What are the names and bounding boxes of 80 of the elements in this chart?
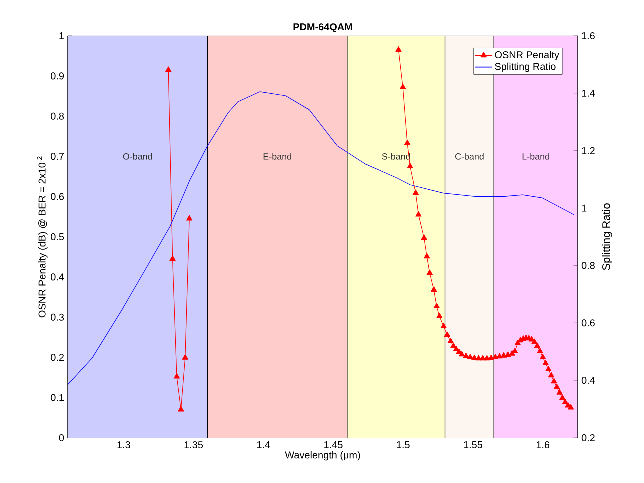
y-tick-label: 0.1 bbox=[51, 394, 64, 402]
point bbox=[532, 338, 538, 344]
point bbox=[400, 84, 406, 90]
y2-tick-label: 1.4 bbox=[582, 90, 596, 97]
x-tick-label: 1.4 bbox=[257, 442, 270, 448]
point bbox=[488, 354, 494, 360]
y-axis-title: OSNR Penalty (dB) @ BER = 2x10$^{-2}$ bbox=[37, 156, 48, 318]
point bbox=[554, 384, 560, 390]
point bbox=[467, 354, 474, 360]
x-tick-label: 1.35 bbox=[184, 442, 204, 449]
line-series bbox=[68, 92, 574, 386]
point bbox=[500, 352, 508, 358]
chart-title: PDM-64QAM bbox=[294, 24, 352, 32]
point bbox=[444, 332, 450, 337]
point bbox=[568, 404, 574, 410]
point bbox=[436, 313, 443, 318]
point bbox=[556, 389, 563, 395]
point bbox=[426, 270, 433, 276]
band-label: C-band bbox=[455, 153, 484, 160]
band-label: E-band bbox=[264, 153, 292, 160]
point bbox=[453, 346, 460, 352]
x-tick-label: 1.45 bbox=[324, 442, 343, 448]
x-tick-label: 1.5 bbox=[397, 442, 410, 448]
x-tick-label: 1.55 bbox=[464, 442, 482, 448]
point bbox=[174, 373, 180, 379]
point bbox=[424, 253, 430, 259]
point bbox=[170, 256, 176, 261]
x-axis-title: Wavelength (μm) bbox=[285, 451, 360, 461]
point bbox=[421, 234, 428, 240]
y2-tick-label: 0.4 bbox=[582, 377, 596, 384]
point bbox=[463, 352, 470, 358]
point bbox=[548, 372, 555, 378]
y2-tick-label: 1.2 bbox=[582, 147, 595, 154]
y2-tick-label: 0.6 bbox=[582, 320, 595, 327]
point bbox=[551, 378, 558, 384]
point bbox=[537, 348, 544, 354]
point bbox=[407, 163, 414, 169]
y-tick-label: 0.6 bbox=[51, 193, 64, 200]
point bbox=[166, 66, 172, 72]
y-tick-label: 0.3 bbox=[51, 314, 64, 321]
point bbox=[404, 140, 411, 146]
y-tick-label: 0.9 bbox=[51, 72, 64, 80]
point bbox=[434, 303, 440, 308]
point bbox=[186, 215, 193, 221]
point bbox=[182, 354, 188, 360]
y-tick-label: 0.7 bbox=[51, 153, 64, 160]
point bbox=[562, 399, 568, 404]
legend-label: OSNR Penalty bbox=[495, 51, 560, 61]
y-tick-label: 0.4 bbox=[51, 274, 64, 281]
point bbox=[472, 354, 478, 360]
y2-axis-title: Splitting Ratio bbox=[602, 204, 612, 270]
point bbox=[416, 211, 422, 217]
point bbox=[412, 190, 419, 196]
y2-tick-label: 1 bbox=[582, 204, 587, 212]
point bbox=[431, 286, 438, 292]
x-tick-label: 1.6 bbox=[536, 442, 550, 449]
point bbox=[560, 394, 566, 400]
y2-tick-label: 0.2 bbox=[582, 434, 595, 442]
y-tick-label: 0 bbox=[59, 434, 64, 442]
y2-tick-label: 0.8 bbox=[582, 262, 595, 270]
y-tick-label: 0.5 bbox=[51, 233, 64, 241]
point bbox=[396, 46, 402, 52]
legend-label: Splitting Ratio bbox=[495, 62, 556, 72]
y-tick-label: 1 bbox=[60, 32, 64, 40]
point bbox=[505, 352, 512, 358]
y-tick-label: 0.2 bbox=[51, 354, 64, 362]
point bbox=[448, 338, 454, 344]
point bbox=[540, 354, 546, 360]
point bbox=[492, 354, 499, 360]
x-tick-label: 1.3 bbox=[118, 442, 130, 449]
band-label: O-band bbox=[123, 153, 152, 160]
band-label: L-band bbox=[522, 153, 550, 160]
point bbox=[546, 366, 552, 372]
point bbox=[458, 351, 466, 357]
y-tick-label: 0.8 bbox=[51, 112, 64, 120]
point bbox=[534, 342, 541, 348]
point bbox=[440, 323, 447, 329]
point bbox=[542, 360, 549, 366]
point bbox=[178, 406, 184, 412]
y2-tick-label: 1.6 bbox=[582, 32, 595, 40]
